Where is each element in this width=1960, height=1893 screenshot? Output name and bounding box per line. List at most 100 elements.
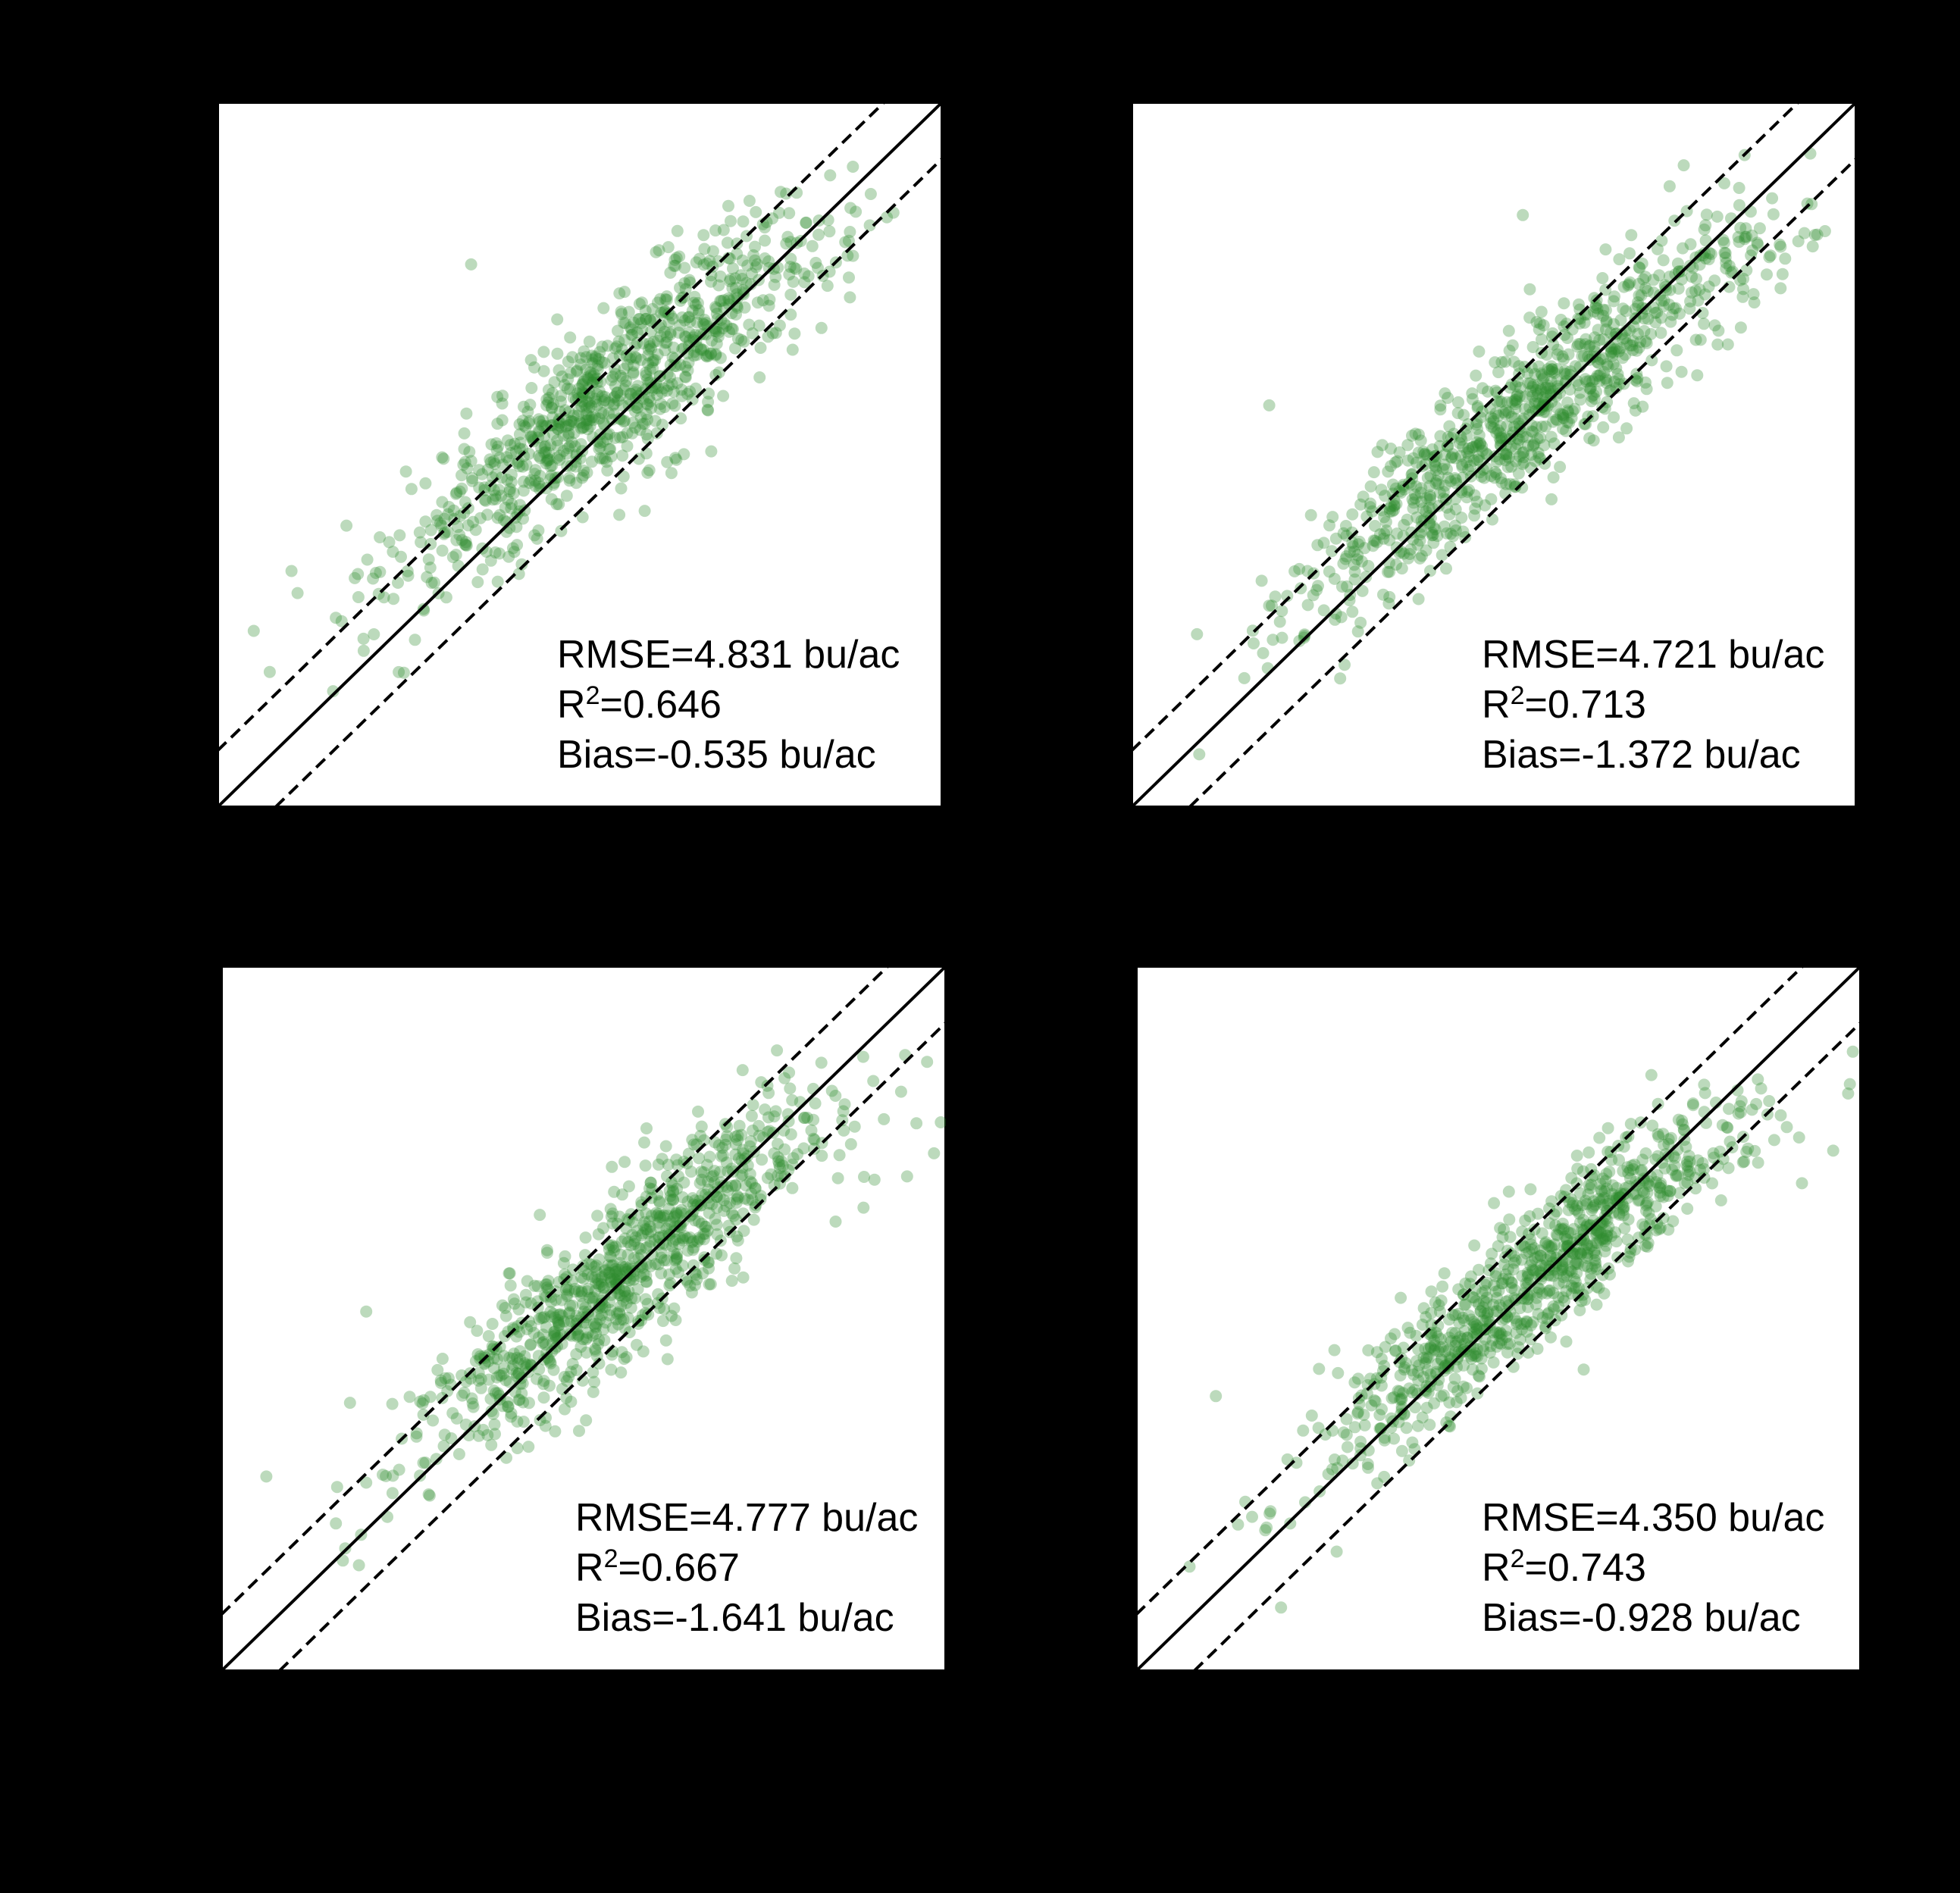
data-point	[505, 476, 518, 489]
data-point	[935, 1116, 946, 1128]
data-point	[399, 465, 412, 478]
data-point	[1521, 1270, 1534, 1283]
data-point	[1351, 625, 1364, 638]
data-point	[507, 487, 520, 499]
data-point	[1382, 565, 1394, 578]
data-point	[847, 249, 859, 262]
data-point	[673, 250, 686, 263]
data-point	[1437, 1389, 1450, 1402]
data-point	[609, 1263, 622, 1275]
data-point	[1351, 553, 1364, 566]
data-point	[1378, 1434, 1391, 1447]
data-point	[603, 1243, 615, 1256]
data-point	[600, 455, 613, 468]
data-point	[655, 1267, 668, 1280]
data-point	[626, 1263, 639, 1275]
data-point	[1511, 1318, 1523, 1331]
data-point	[665, 1240, 678, 1253]
data-point	[581, 1331, 593, 1344]
data-point	[1475, 470, 1488, 483]
data-point	[585, 455, 598, 468]
data-point	[693, 1152, 706, 1165]
data-point	[518, 449, 531, 462]
reference-lines	[1136, 966, 1861, 1671]
data-point	[1458, 1325, 1471, 1338]
data-point	[684, 385, 697, 398]
data-point	[622, 1285, 635, 1298]
data-point	[1386, 505, 1399, 518]
data-point	[744, 1168, 756, 1181]
data-point	[1542, 1306, 1555, 1319]
data-point	[1557, 411, 1570, 424]
data-point	[583, 396, 596, 409]
data-point	[1284, 1517, 1297, 1530]
data-point	[1476, 382, 1489, 395]
data-point	[1420, 1401, 1433, 1414]
data-point	[1523, 283, 1536, 296]
data-point	[1626, 339, 1639, 352]
data-point	[560, 1375, 573, 1388]
data-point	[593, 1300, 606, 1313]
data-point	[1542, 382, 1555, 395]
data-point	[1604, 327, 1617, 339]
data-point	[653, 1302, 666, 1314]
data-point	[691, 297, 704, 309]
data-point	[1504, 1231, 1517, 1244]
data-point	[1606, 1179, 1619, 1192]
data-point	[1473, 437, 1486, 450]
data-point	[1558, 1240, 1570, 1253]
data-point	[553, 453, 566, 466]
data-point	[841, 249, 854, 262]
data-point	[587, 1291, 600, 1303]
data-point	[697, 1134, 710, 1147]
data-point	[625, 1301, 637, 1314]
data-point	[1543, 1217, 1556, 1230]
data-point	[1542, 1239, 1555, 1252]
data-point	[1457, 440, 1470, 453]
data-point	[666, 1193, 679, 1206]
data-point	[628, 405, 641, 418]
data-point	[676, 1191, 689, 1203]
data-point	[1549, 1219, 1562, 1232]
data-point	[668, 399, 681, 412]
data-point	[1707, 1147, 1720, 1159]
data-point	[1545, 360, 1558, 373]
data-point	[597, 1323, 610, 1336]
data-point	[1600, 1229, 1613, 1242]
data-point	[722, 1219, 735, 1232]
data-point	[645, 381, 658, 394]
data-point	[1440, 1416, 1453, 1429]
data-point	[1517, 446, 1529, 459]
data-point	[1561, 416, 1573, 429]
data-point	[646, 1249, 659, 1262]
data-point	[1605, 1153, 1618, 1166]
data-point	[1573, 337, 1586, 350]
data-point	[570, 449, 583, 462]
data-point	[1346, 1457, 1359, 1470]
data-point	[535, 442, 548, 455]
data-point	[1545, 1331, 1557, 1344]
data-point	[683, 311, 696, 324]
data-point	[717, 390, 730, 402]
data-point	[1417, 514, 1430, 527]
data-point	[458, 443, 471, 455]
data-point	[586, 1291, 599, 1304]
bias-text: Bias=-0.928 bu/ac	[1482, 1596, 1801, 1640]
data-point	[1395, 1291, 1407, 1304]
data-point	[590, 1317, 603, 1330]
data-point	[1668, 1159, 1681, 1172]
data-point	[1724, 1135, 1736, 1148]
data-point	[1792, 1131, 1805, 1144]
data-point	[572, 1328, 585, 1341]
data-point	[1322, 1468, 1335, 1481]
data-point	[1364, 480, 1377, 493]
data-point	[1618, 1222, 1631, 1234]
data-point	[1493, 453, 1506, 465]
data-point	[678, 1156, 690, 1168]
data-point	[663, 1184, 676, 1197]
data-point	[439, 1372, 452, 1385]
data-point	[1689, 1182, 1702, 1195]
data-point	[1492, 424, 1504, 436]
data-point	[580, 363, 593, 376]
data-point	[1712, 324, 1725, 337]
